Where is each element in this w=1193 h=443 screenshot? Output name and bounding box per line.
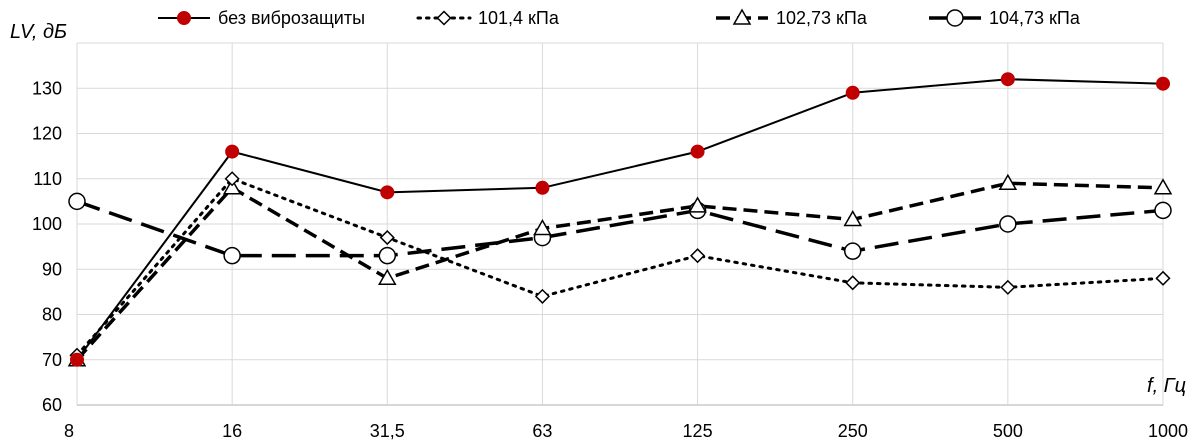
data-point-series-4 <box>378 246 397 265</box>
data-point-series-2 <box>1000 279 1016 295</box>
x-tick-label: 125 <box>683 421 713 441</box>
data-point-series-3 <box>533 219 552 236</box>
legend-label-3: 102,73 кПа <box>776 8 868 28</box>
data-point-series-1 <box>845 85 860 100</box>
data-point-series-4 <box>843 242 862 260</box>
y-tick-label: 100 <box>32 214 62 234</box>
legend: без виброзащиты 101,4 кПа 102,73 кПа 104,73… <box>158 8 1081 28</box>
x-tick-label: 31,5 <box>370 421 405 441</box>
x-tick-label: 16 <box>222 421 242 441</box>
data-point-series-3 <box>998 173 1018 191</box>
data-point-series-1 <box>225 144 240 159</box>
series-line-3 <box>75 181 1164 361</box>
legend-label-4: 104,73 кПа <box>989 8 1081 28</box>
legend-label-2: 101,4 кПа <box>478 8 560 28</box>
data-point-series-2 <box>534 288 550 304</box>
data-point-series-4 <box>999 215 1017 233</box>
x-axis-title: f, Гц <box>1147 375 1186 397</box>
data-point-series-1 <box>690 144 705 159</box>
data-point-series-4 <box>223 246 241 265</box>
series-line-1 <box>76 78 1164 361</box>
data-point-series-3 <box>688 196 707 213</box>
x-tick-label: 63 <box>532 421 552 441</box>
data-point-series-1 <box>1156 76 1170 91</box>
series-line-2 <box>75 177 1165 357</box>
legend-label-1: без виброзащиты <box>218 8 365 28</box>
y-tick-label: 70 <box>42 350 62 370</box>
y-axis-title: LV, дБ <box>10 21 67 43</box>
legend-marker-4 <box>946 9 964 27</box>
series-line-4 <box>76 199 1164 258</box>
data-point-series-4 <box>68 192 86 211</box>
y-tick-label: 90 <box>42 259 62 279</box>
data-point-series-2 <box>690 248 706 264</box>
data-point-series-2 <box>1155 270 1171 286</box>
x-tick-label: 500 <box>993 421 1023 441</box>
legend-marker-2 <box>436 10 452 26</box>
data-point-series-3 <box>843 209 863 227</box>
data-point-series-1 <box>535 180 550 195</box>
data-point-series-2 <box>379 230 395 246</box>
data-point-series-3 <box>1153 178 1173 195</box>
y-tick-label: 110 <box>33 169 62 189</box>
data-markers <box>67 72 1173 367</box>
data-point-series-1 <box>380 185 395 200</box>
series-lines <box>75 78 1165 361</box>
y-tick-label: 80 <box>42 305 62 325</box>
y-tick-label: 60 <box>42 395 62 415</box>
x-tick-label: 250 <box>838 421 868 441</box>
data-point-series-2 <box>224 171 240 187</box>
data-point-series-3 <box>377 268 397 286</box>
legend-marker-3 <box>732 8 752 25</box>
data-point-series-1 <box>1000 72 1015 87</box>
x-tick-label: 8 <box>64 421 74 441</box>
y-tick-label: 120 <box>32 124 62 144</box>
y-tick-label: 130 <box>32 78 62 98</box>
data-point-series-2 <box>845 275 861 291</box>
legend-marker-1 <box>177 11 191 25</box>
data-point-series-4 <box>1154 201 1172 220</box>
data-point-series-1 <box>70 352 84 367</box>
data-point-series-3 <box>222 178 242 195</box>
tick-labels: 60 70 80 90 100 110 120 130 8 16 31,5 63 125 250 500 10… <box>32 78 1188 441</box>
x-tick-label: 1000 <box>1148 421 1188 441</box>
